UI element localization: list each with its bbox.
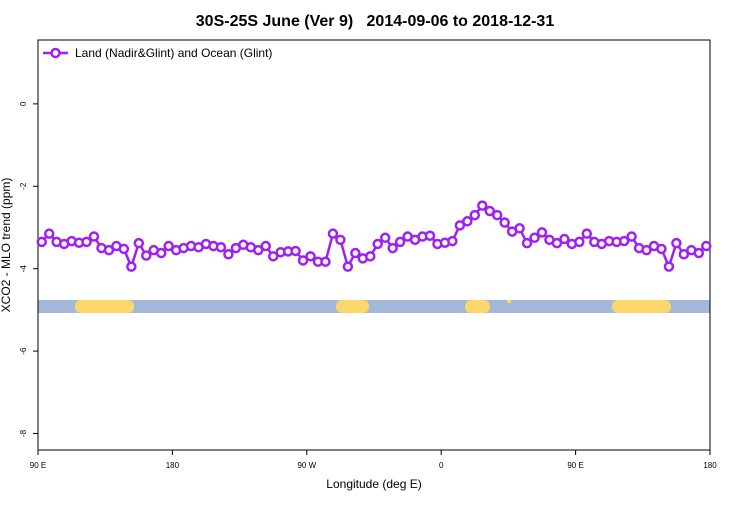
point: [656, 243, 667, 255]
legend-marker: [50, 47, 61, 59]
point: [215, 242, 227, 253]
point: [671, 237, 682, 249]
point: [529, 232, 540, 244]
point: [477, 200, 488, 211]
point: [342, 261, 354, 272]
point: [290, 245, 301, 257]
point: [469, 209, 481, 221]
land-segment: [507, 300, 511, 303]
point: [335, 234, 346, 246]
x-tick-label: 90 W: [297, 461, 316, 470]
point: [521, 237, 533, 249]
point: [372, 238, 383, 250]
y-tick-label: -6: [19, 347, 28, 355]
y-tick-label: -4: [19, 265, 28, 273]
land-segment: [465, 300, 490, 313]
x-tick-label: 0: [439, 461, 444, 470]
point: [559, 233, 570, 245]
legend-label: Land (Nadir&Glint) and Ocean (Glint): [75, 46, 272, 60]
point: [103, 244, 115, 256]
land-ocean-band: [38, 300, 710, 313]
point: [536, 227, 548, 238]
point: [514, 223, 525, 234]
point: [320, 256, 331, 267]
x-tick-label: 180: [703, 461, 717, 470]
point: [88, 231, 100, 242]
point: [36, 236, 47, 248]
point: [701, 240, 712, 252]
point: [454, 220, 466, 231]
point: [394, 236, 406, 248]
point: [350, 247, 361, 259]
point: [574, 236, 585, 248]
point: [379, 232, 391, 244]
x-tick-label: 90 E: [567, 461, 583, 470]
point: [551, 237, 563, 249]
point: [447, 235, 458, 247]
point: [133, 237, 145, 249]
point: [253, 244, 264, 256]
point: [126, 261, 137, 272]
point: [626, 231, 637, 242]
y-axis-label: XCO2 - MLO trend (ppm): [0, 178, 13, 313]
point: [305, 251, 316, 262]
point: [424, 230, 436, 241]
point: [678, 249, 690, 260]
x-tick-label: 180: [166, 461, 180, 470]
point: [693, 247, 705, 259]
point: [641, 244, 652, 256]
point: [327, 228, 339, 239]
point: [618, 235, 630, 247]
point: [163, 240, 174, 252]
point: [155, 247, 167, 259]
x-axis-label: Longitude (deg E): [326, 477, 421, 491]
point: [491, 209, 503, 221]
point: [297, 255, 309, 266]
land-segment: [75, 300, 134, 313]
y-tick-label: -2: [19, 182, 28, 190]
point: [43, 228, 55, 239]
point: [260, 240, 271, 252]
point: [141, 250, 152, 261]
point: [365, 251, 376, 262]
point: [267, 251, 279, 262]
point: [581, 228, 593, 239]
point: [663, 261, 675, 272]
y-tick-label: -8: [19, 429, 28, 437]
point: [118, 243, 130, 255]
y-tick-label: 0: [19, 101, 28, 106]
point: [387, 242, 398, 254]
ocean-band: [38, 300, 710, 313]
land-segment: [612, 300, 671, 313]
point: [484, 205, 495, 217]
point: [462, 216, 473, 227]
point: [81, 236, 92, 248]
point: [499, 217, 510, 228]
x-tick-label: 90 E: [30, 461, 46, 470]
chart-title: 30S-25S June (Ver 9) 2014-09-06 to 2018-…: [196, 13, 555, 30]
land-segment: [336, 300, 369, 313]
point: [223, 249, 234, 260]
